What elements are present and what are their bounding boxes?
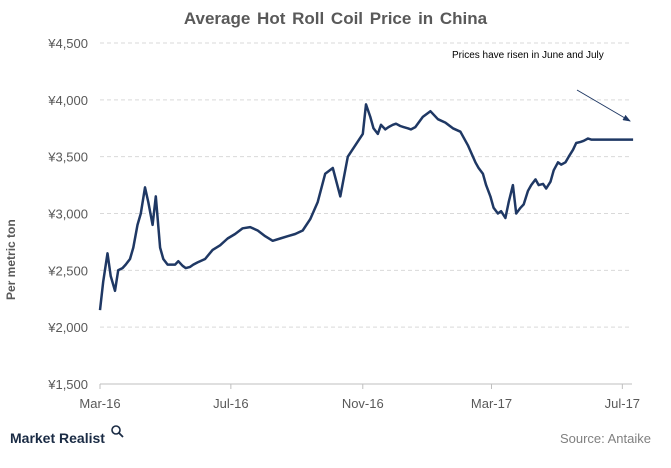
x-tick-label: Nov-16	[342, 396, 384, 411]
y-tick-label: ¥4,500	[47, 36, 88, 51]
x-tick-label: Jul-16	[213, 396, 248, 411]
y-tick-label: ¥3,000	[47, 207, 88, 222]
y-tick-label: ¥1,500	[47, 377, 88, 392]
annotation-text: Prices have risen in June and July	[452, 50, 604, 61]
series-layer	[98, 103, 634, 311]
x-tick-label: Mar-17	[471, 396, 512, 411]
magnifier-icon	[111, 425, 124, 438]
series-line	[98, 103, 634, 311]
y-tick-label: ¥2,500	[47, 263, 88, 278]
chart-title: Average Hot Roll Coil Price in China	[183, 9, 488, 28]
brand-logo: Market Realist	[10, 430, 105, 446]
y-tick-label: ¥3,500	[47, 150, 88, 165]
x-tick-label: Mar-16	[79, 396, 120, 411]
source-note: Source: Antaike	[559, 431, 651, 446]
y-tick-label: ¥2,000	[47, 320, 88, 335]
axis-layer: ¥1,500 ¥2,000 ¥2,500 ¥3,000 ¥3,500 ¥4,000 ¥4,5…	[47, 36, 640, 411]
grid-layer	[100, 42, 632, 328]
y-axis-label: Per metric ton	[4, 219, 18, 300]
x-tick-label: Jul-17	[605, 396, 640, 411]
y-tick-label: ¥4,000	[47, 93, 88, 108]
annotation-arrow	[576, 89, 631, 122]
